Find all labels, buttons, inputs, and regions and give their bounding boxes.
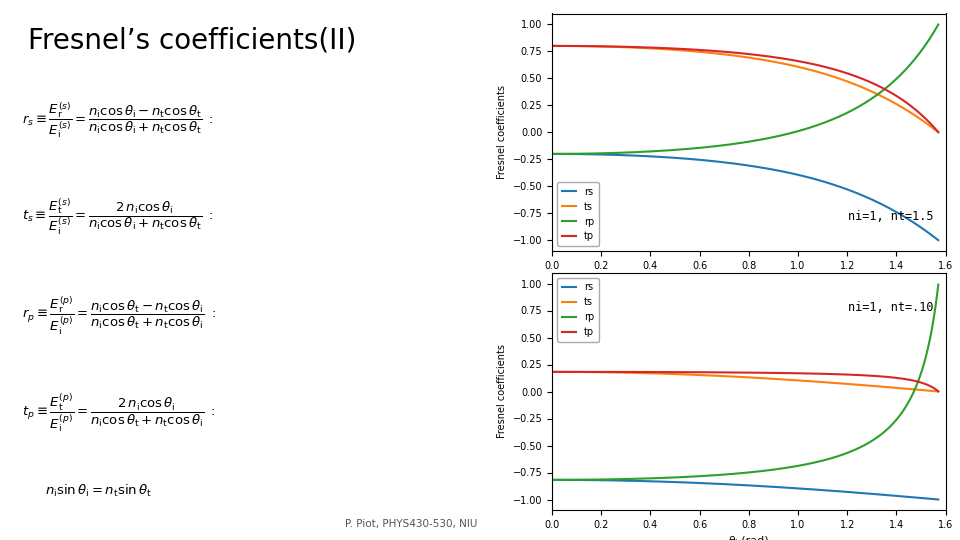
- Y-axis label: Fresnel coefficients: Fresnel coefficients: [497, 85, 507, 179]
- Text: $r_p \equiv \dfrac{E_{\rm r}^{(p)}}{E_{\rm i}^{(p)}} = \dfrac{n_{\rm i}\cos\thet: $r_p \equiv \dfrac{E_{\rm r}^{(p)}}{E_{\…: [22, 294, 216, 336]
- Text: P. Piot, PHYS430-530, NIU: P. Piot, PHYS430-530, NIU: [346, 519, 477, 529]
- Text: ni=1, nt=1.5: ni=1, nt=1.5: [849, 210, 934, 222]
- Legend: rs, ts, rp, tp: rs, ts, rp, tp: [557, 182, 599, 246]
- Text: Fresnel’s coefficients(II): Fresnel’s coefficients(II): [28, 27, 356, 55]
- Legend: rs, ts, rp, tp: rs, ts, rp, tp: [557, 278, 599, 342]
- Text: $t_s \equiv \dfrac{E_{\rm t}^{(s)}}{E_{\rm i}^{(s)}} = \dfrac{2\,n_{\rm i}\cos\t: $t_s \equiv \dfrac{E_{\rm t}^{(s)}}{E_{\…: [22, 197, 214, 237]
- X-axis label: θᵢ (rad): θᵢ (rad): [729, 536, 769, 540]
- Text: $r_s \equiv \dfrac{E_{\rm r}^{(s)}}{E_{\rm i}^{(s)}} = \dfrac{n_{\rm i}\cos\thet: $r_s \equiv \dfrac{E_{\rm r}^{(s)}}{E_{\…: [22, 100, 214, 140]
- Text: $n_{\rm i}\sin\theta_{\rm i} = n_{\rm t}\sin\theta_{\rm t}$: $n_{\rm i}\sin\theta_{\rm i} = n_{\rm t}…: [44, 483, 152, 500]
- Text: ni=1, nt=.10: ni=1, nt=.10: [849, 301, 934, 314]
- Y-axis label: Fresnel coefficients: Fresnel coefficients: [497, 345, 507, 438]
- Text: $t_p \equiv \dfrac{E_{\rm t}^{(p)}}{E_{\rm i}^{(p)}} = \dfrac{2\,n_{\rm i}\cos\t: $t_p \equiv \dfrac{E_{\rm t}^{(p)}}{E_{\…: [22, 392, 216, 434]
